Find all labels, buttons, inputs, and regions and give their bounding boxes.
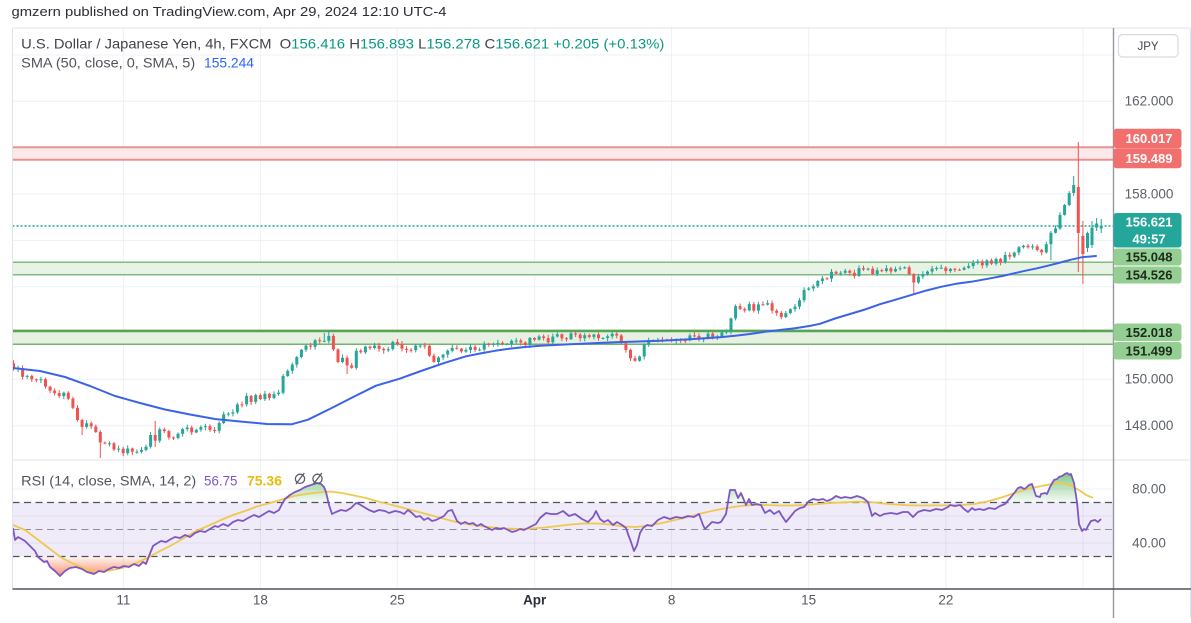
- svg-text:158.000: 158.000: [1125, 186, 1174, 201]
- svg-text:40.00: 40.00: [1132, 535, 1166, 550]
- svg-text:18: 18: [253, 593, 268, 608]
- svg-text:O156.416 H156.893 L156.278 C15: O156.416 H156.893 L156.278 C156.621 +0.2…: [280, 36, 665, 52]
- svg-text:155.048: 155.048: [1126, 250, 1173, 265]
- svg-text:154.526: 154.526: [1126, 268, 1173, 283]
- svg-text:162.000: 162.000: [1125, 93, 1174, 108]
- svg-text:25: 25: [390, 593, 405, 608]
- svg-text:8: 8: [668, 593, 676, 608]
- svg-text:75.36: 75.36: [247, 473, 282, 489]
- svg-text:152.018: 152.018: [1126, 325, 1173, 340]
- svg-text:150.000: 150.000: [1125, 372, 1174, 387]
- svg-text:JPY: JPY: [1137, 41, 1158, 53]
- svg-text:11: 11: [116, 593, 130, 608]
- svg-text:155.244: 155.244: [204, 55, 254, 71]
- svg-text:U.S. Dollar / Japanese Yen, 4h: U.S. Dollar / Japanese Yen, 4h, FXCM: [21, 36, 271, 52]
- svg-text:22: 22: [938, 593, 953, 608]
- svg-text:49:57: 49:57: [1132, 232, 1165, 247]
- svg-text:151.499: 151.499: [1126, 343, 1173, 358]
- svg-text:80.00: 80.00: [1132, 481, 1166, 496]
- svg-text:gmzern published on TradingVie: gmzern published on TradingView.com, Apr…: [12, 4, 447, 19]
- svg-text:56.75: 56.75: [204, 473, 238, 489]
- svg-text:156.621: 156.621: [1126, 214, 1173, 229]
- svg-text:SMA (50, close, 0, SMA, 5): SMA (50, close, 0, SMA, 5): [21, 55, 195, 71]
- svg-text:160.017: 160.017: [1126, 131, 1173, 146]
- svg-text:15: 15: [801, 593, 816, 608]
- svg-text:RSI (14, close, SMA, 14, 2): RSI (14, close, SMA, 14, 2): [21, 473, 196, 489]
- svg-text:Apr: Apr: [523, 593, 547, 608]
- svg-text:159.489: 159.489: [1126, 151, 1173, 166]
- svg-text:148.000: 148.000: [1125, 418, 1174, 433]
